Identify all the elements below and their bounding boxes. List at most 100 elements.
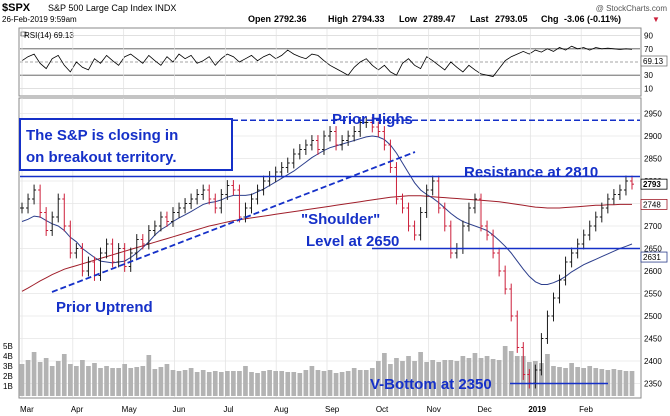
- volume-bar: [502, 346, 508, 396]
- price-tick-label: 2600: [644, 267, 662, 276]
- volume-bar: [345, 371, 351, 396]
- volume-bar: [454, 361, 460, 396]
- volume-bar: [472, 353, 478, 396]
- volume-bar: [80, 360, 85, 396]
- volume-bar: [164, 364, 170, 396]
- volume-bar: [152, 369, 158, 396]
- volume-bar: [406, 356, 411, 396]
- volume-bar: [212, 371, 218, 396]
- volume-bar: [182, 370, 188, 396]
- resistance-label: Resistance at 2810: [464, 164, 598, 181]
- price-label: 2793: [643, 180, 661, 189]
- rsi-tick-label: 70: [644, 45, 653, 54]
- volume-bar: [327, 370, 333, 396]
- volume-bar: [363, 370, 369, 396]
- ma-fast-line: [21, 135, 633, 285]
- ohlc-open-label: Open: [248, 14, 271, 24]
- volume-bar: [31, 352, 37, 396]
- volume-bar: [122, 364, 128, 396]
- volume-bar: [575, 367, 580, 396]
- volume-bar: [61, 354, 67, 396]
- volume-bar: [321, 371, 327, 396]
- volume-bar: [490, 359, 496, 396]
- price-tick-label: 2700: [644, 222, 662, 231]
- x-tick-label: Jun: [173, 405, 186, 414]
- volume-bar: [116, 368, 121, 396]
- volume-bar: [587, 366, 593, 396]
- volume-bar: [19, 364, 25, 396]
- volume-bar: [98, 368, 103, 396]
- ma-slow-line: [21, 195, 632, 292]
- volume-bar: [218, 372, 224, 396]
- volume-bar: [146, 355, 152, 396]
- rsi-series-icon: [20, 31, 27, 37]
- volume-bar: [170, 370, 176, 396]
- prior-uptrend-label: Prior Uptrend: [56, 299, 153, 316]
- x-tick-label: Dec: [478, 405, 492, 414]
- volume-bar: [400, 361, 405, 396]
- volume-bar: [279, 371, 285, 396]
- volume-bar: [243, 366, 248, 396]
- volume-bar: [351, 368, 357, 396]
- x-tick-label: May: [122, 405, 137, 414]
- price-label: 2631: [643, 253, 661, 262]
- volume-bar: [581, 368, 587, 396]
- price-tick-label: 2400: [644, 357, 662, 366]
- volume-bar: [623, 371, 629, 396]
- volume-bar: [309, 366, 315, 396]
- rsi-title: RSI(14) 69.13: [24, 31, 74, 40]
- price-tick-label: 2650: [644, 245, 662, 254]
- price-label-box: [640, 251, 668, 263]
- header-date: 26-Feb-2019 9:59am: [2, 15, 77, 24]
- volume-tick-label: 4B: [3, 352, 13, 361]
- volume-bar: [339, 372, 345, 396]
- ohlc-high-label: High: [328, 14, 348, 24]
- ohlc-chg-label: Chg: [541, 14, 559, 24]
- price-label: 2748: [643, 200, 661, 209]
- x-tick-label: Feb: [579, 405, 593, 414]
- volume-bar: [333, 373, 339, 396]
- volume-bar: [249, 372, 254, 396]
- volume-bar: [466, 358, 472, 396]
- volume-bar: [442, 360, 448, 396]
- breakout-callout-line-1: The S&P is closing in: [26, 127, 178, 144]
- volume-tick-label: 2B: [3, 372, 13, 381]
- volume-bar: [200, 370, 206, 396]
- volume-bar: [460, 356, 466, 396]
- volume-bar: [394, 358, 399, 396]
- volume-bar: [237, 371, 242, 396]
- volume-bar: [140, 366, 146, 396]
- chg-down-arrow-icon: ▼: [652, 15, 660, 24]
- volume-bar: [593, 368, 599, 396]
- price-bars: [20, 117, 634, 389]
- volume-bar: [617, 370, 623, 396]
- x-tick-label: Apr: [71, 405, 84, 414]
- volume-bar: [267, 370, 272, 396]
- ohlc-readout: Open 2792.36 High 2794.33 Low 2789.47 La…: [248, 14, 660, 24]
- price-label-box: [640, 178, 668, 190]
- volume-bar: [67, 364, 73, 396]
- volume-bar: [539, 363, 544, 396]
- volume-bar: [430, 360, 436, 396]
- volume-bar: [297, 373, 303, 396]
- x-tick-labels: Mar Apr May Jun Jul Aug Sep Oct Nov Dec 2019 Feb: [20, 405, 594, 414]
- volume-bar: [508, 351, 514, 396]
- volume-bar: [315, 370, 321, 396]
- volume-bar: [273, 371, 279, 396]
- watermark: @ StockCharts.com: [596, 4, 668, 13]
- volume-bar: [599, 369, 605, 396]
- price-tick-label: 2950: [644, 110, 662, 119]
- price-tick-labels: 2350240024502500255026002650270027502800…: [644, 110, 662, 389]
- volume-bar: [104, 366, 109, 396]
- price-tick-label: 2350: [644, 380, 662, 389]
- volume-bar: [194, 372, 200, 396]
- ohlc-chg-value: -3.06 (-0.11%): [564, 14, 621, 24]
- volume-bar: [176, 371, 182, 396]
- volume-bar: [382, 353, 387, 396]
- v-bottom-label: V-Bottom at 2350: [370, 376, 492, 393]
- volume-bar: [357, 370, 363, 396]
- volume-bar: [49, 366, 55, 396]
- volume-bar: [369, 368, 375, 396]
- volume-bar: [285, 372, 291, 396]
